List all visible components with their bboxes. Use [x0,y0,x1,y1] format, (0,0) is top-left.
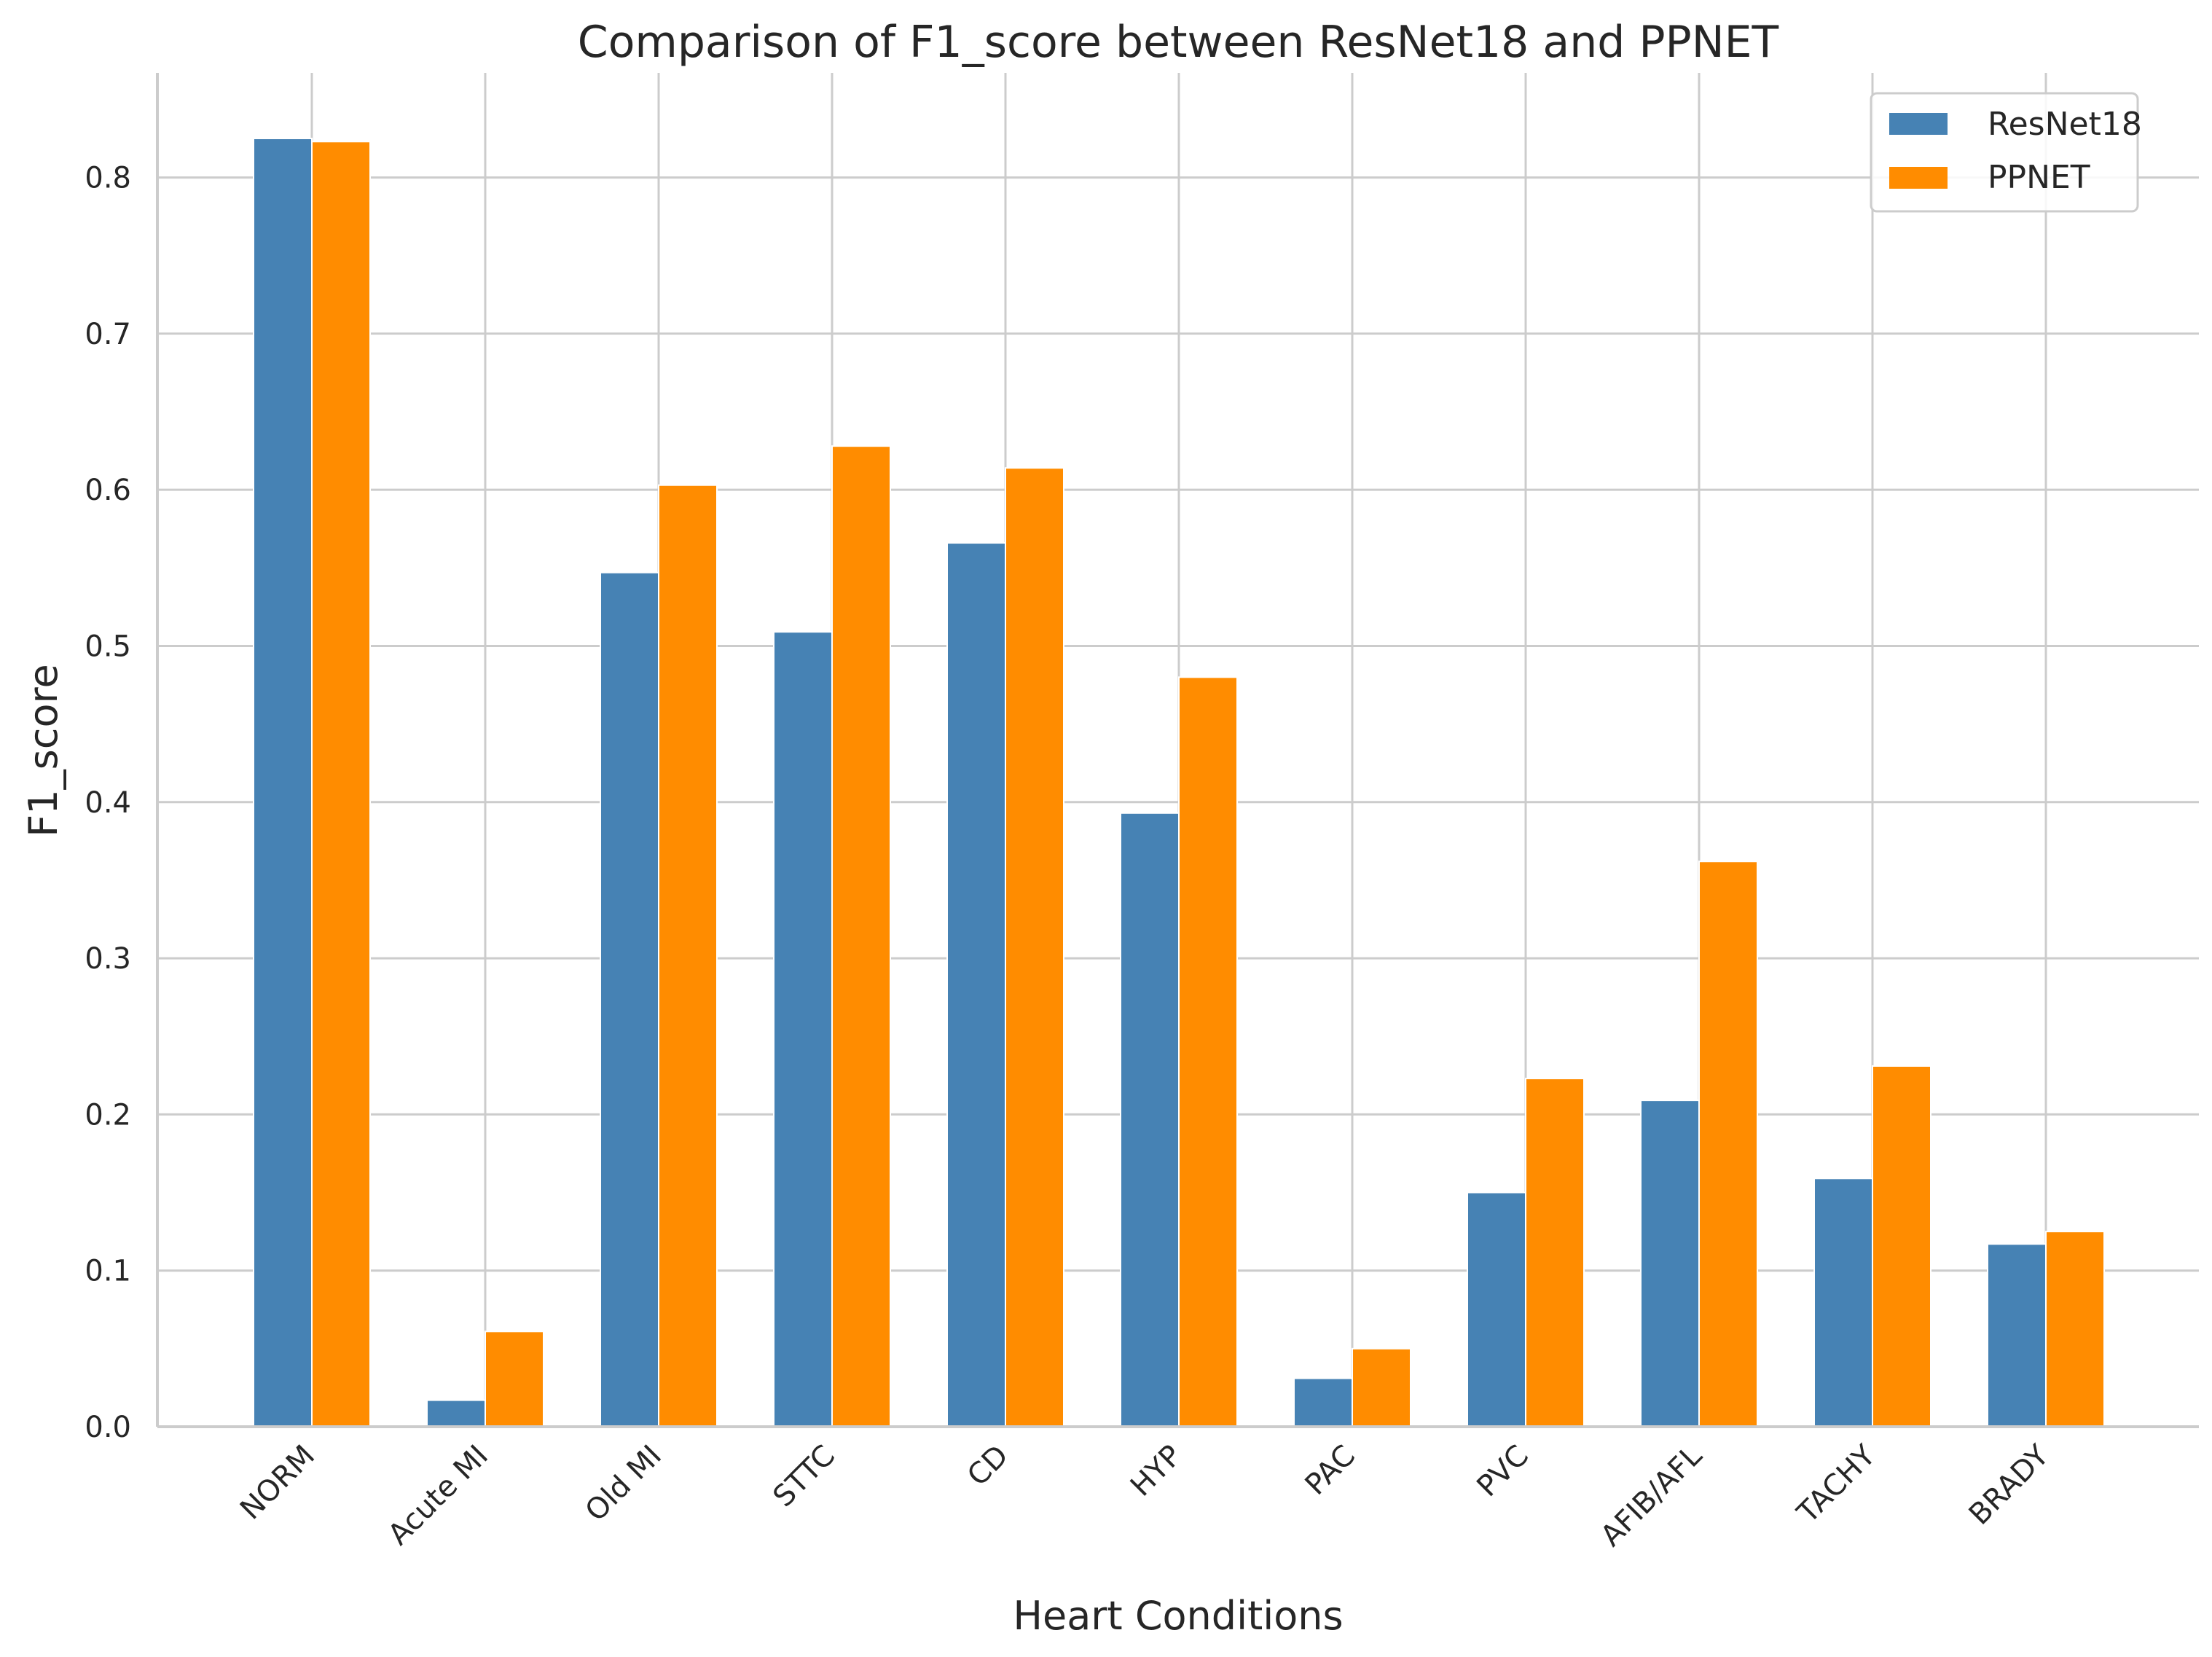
bars [253,138,2105,1428]
bar-ppnet-acute-mi [485,1331,544,1427]
x-axis-label: Heart Conditions [1013,1593,1343,1639]
x-tick-labels: NORM Acute MI Old MI STTC CD HYP PAC PVC AFIB/AF… [234,1438,2055,1553]
legend-label-resnet18: ResNet18 [1988,106,2142,143]
bar-resnet18-afib-afl [1640,1100,1700,1427]
bar-resnet18-cd [946,542,1006,1428]
bar-resnet18-tachy [1813,1178,1873,1427]
x-tick-label-afib-afl: AFIB/AFL [1594,1438,1709,1553]
x-tick-label-cd: CD [961,1439,1015,1493]
legend-swatch-resnet18 [1889,113,1948,135]
x-tick-label-pac: PAC [1299,1439,1362,1502]
legend-swatch-ppnet [1889,167,1948,189]
y-axis-label: F1_score [20,664,66,837]
bar-ppnet-sttc [831,445,891,1427]
bar-resnet18-hyp [1120,812,1180,1427]
y-tick-label: 0.0 [85,1411,131,1444]
x-tick-label-sttc: STTC [766,1439,842,1514]
y-tick-label: 0.1 [85,1255,131,1288]
x-tick-label-norm: NORM [234,1439,321,1527]
x-tick-label-old-mi: Old MI [579,1439,668,1528]
bar-resnet18-brady [1987,1243,2047,1428]
y-tick-label: 0.8 [85,162,131,195]
bar-ppnet-hyp [1178,676,1238,1427]
y-tick-label: 0.5 [85,630,131,663]
x-tick-label-tachy: TACHY [1791,1438,1883,1530]
bar-ppnet-norm [311,141,371,1427]
x-tick-label-brady: BRADY [1963,1438,2056,1532]
bar-resnet18-acute-mi [426,1399,486,1427]
bar-resnet18-pac [1293,1377,1353,1427]
bar-ppnet-pvc [1525,1078,1585,1427]
bar-resnet18-old-mi [600,571,659,1428]
legend: ResNet18 PPNET [1870,92,2142,213]
y-tick-label: 0.2 [85,1098,131,1132]
legend-label-ppnet: PPNET [1988,159,2090,196]
x-tick-label-acute-mi: Acute MI [382,1439,495,1552]
bar-resnet18-norm [253,138,313,1427]
chart-title: Comparison of F1_score between ResNet18 … [578,17,1779,68]
x-tick-label-hyp: HYP [1124,1439,1188,1503]
bar-resnet18-pvc [1467,1191,1526,1428]
bar-ppnet-old-mi [658,484,718,1427]
y-tick-label: 0.4 [85,786,131,820]
x-tick-label-pvc: PVC [1470,1439,1535,1504]
bar-ppnet-pac [1352,1347,1411,1427]
bar-ppnet-brady [2045,1231,2105,1428]
y-tick-label: 0.6 [85,474,131,507]
bar-ppnet-cd [1005,467,1064,1427]
bar-ppnet-tachy [1872,1065,1931,1427]
y-tick-label: 0.7 [85,318,131,351]
y-tick-label: 0.3 [85,942,131,976]
bar-ppnet-afib-afl [1698,861,1758,1427]
y-tick-labels: 0.0 0.1 0.2 0.3 0.4 0.5 0.6 0.7 0.8 [85,162,131,1444]
axes [156,73,2199,1428]
bar-resnet18-sttc [773,631,833,1427]
